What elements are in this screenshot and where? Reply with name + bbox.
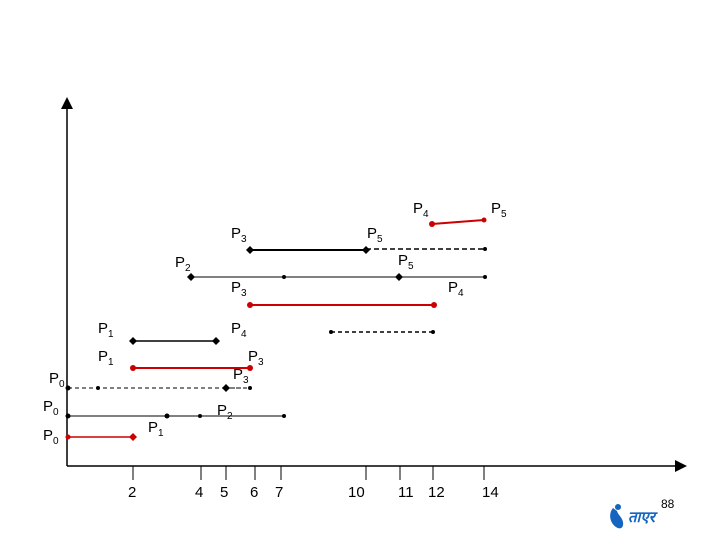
- tick-label-7: 7: [275, 484, 283, 501]
- dot: [164, 413, 170, 419]
- label-p5-c: P5: [491, 200, 507, 220]
- label-p5-a: P5: [367, 225, 383, 245]
- label-p0-b: P0: [43, 398, 59, 418]
- logo-text: ताएर: [628, 509, 659, 526]
- dot: [429, 221, 435, 227]
- label-p2-b: P2: [217, 402, 233, 422]
- dot: [282, 414, 286, 418]
- dot: [248, 386, 252, 390]
- dot: [129, 337, 137, 345]
- label-p1-c: P1: [148, 419, 164, 439]
- tick-label-2: 2: [128, 484, 136, 501]
- dot: [247, 302, 253, 308]
- x-ticks: [132, 466, 485, 480]
- dot: [198, 414, 202, 418]
- dot: [431, 302, 437, 308]
- label-p5-b: P5: [398, 252, 414, 272]
- tick-label-12: 12: [428, 484, 445, 501]
- dot: [212, 337, 220, 345]
- tick-label-11: 11: [398, 484, 414, 501]
- label-p4-b: P4: [448, 279, 464, 299]
- label-p1-b: P1: [98, 348, 114, 368]
- logo-dot: [615, 504, 621, 510]
- label-p4-a: P4: [231, 320, 247, 340]
- tick-label-14: 14: [482, 484, 499, 501]
- tick-label-4: 4: [195, 484, 203, 501]
- dot: [481, 217, 487, 223]
- dot: [65, 413, 71, 419]
- label-p3-a: P3: [231, 225, 247, 245]
- tick-label-10: 10: [348, 484, 365, 501]
- dot: [130, 365, 136, 371]
- page-number: 88: [661, 497, 675, 511]
- tick-label-5: 5: [220, 484, 228, 501]
- dot: [187, 273, 195, 281]
- dot: [431, 330, 435, 334]
- label-p3-b: P3: [231, 279, 247, 299]
- dot: [222, 384, 230, 392]
- dot: [282, 275, 286, 279]
- dot: [96, 386, 100, 390]
- label-p3-c: P3: [248, 348, 264, 368]
- label-p1-a: P1: [98, 320, 114, 340]
- dot: [395, 273, 403, 281]
- dot: [65, 385, 71, 391]
- x-tick-labels: 2 4 5 6 7 10 11 12 14: [128, 484, 499, 501]
- dot: [247, 365, 253, 371]
- dot: [329, 330, 333, 334]
- dot: [483, 275, 487, 279]
- label-p3-d: P3: [233, 366, 249, 386]
- label-p2-a: P2: [175, 254, 191, 274]
- logo-mark: [610, 508, 624, 529]
- dot: [483, 247, 487, 251]
- process-labels: P0 P0 P0 P1 P1 P1 P2 P2 P3 P3 P3 P3 P4 P…: [43, 200, 507, 447]
- dot: [129, 433, 137, 441]
- dot: [246, 246, 254, 254]
- label-p0-c: P0: [43, 427, 59, 447]
- endpoints: [65, 217, 487, 441]
- tick-label-6: 6: [250, 484, 258, 501]
- dot: [65, 434, 71, 440]
- label-p4-c: P4: [413, 200, 429, 220]
- segments: [68, 219, 485, 438]
- dot: [362, 246, 370, 254]
- label-p0-a: P0: [49, 370, 65, 390]
- logo: ताएर: [610, 504, 659, 529]
- seg-p4-red-short: [431, 219, 485, 225]
